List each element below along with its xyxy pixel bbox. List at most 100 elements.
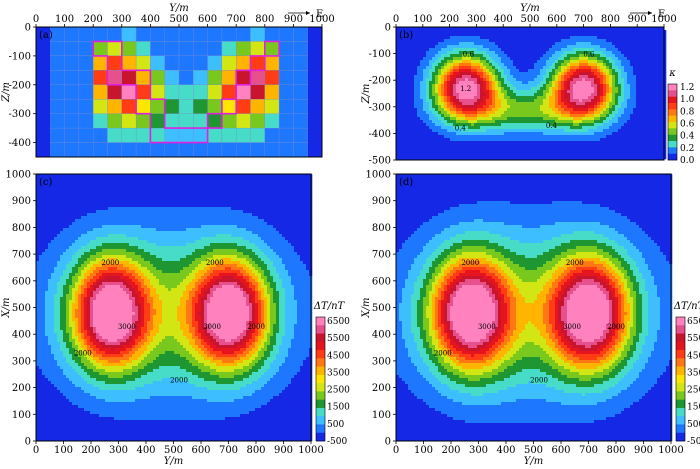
field-cell: [636, 99, 640, 103]
field-cell: [540, 93, 544, 97]
field-cell: [513, 63, 517, 67]
field-cell: [429, 63, 433, 67]
field-cell: [540, 75, 544, 79]
field-cell: [588, 105, 592, 109]
field-cell: [624, 138, 628, 142]
field-cell: [492, 144, 496, 148]
field-cell: [477, 66, 481, 70]
field-cell: [156, 186, 160, 190]
field-cell: [306, 192, 310, 196]
field-cell: [636, 105, 640, 109]
field-cell: [531, 42, 535, 46]
field-cell: [435, 114, 439, 118]
field-cell: [612, 30, 616, 34]
field-cell: [162, 186, 166, 190]
field-cell: [657, 138, 661, 142]
field-cell: [507, 81, 511, 85]
field-cell: [522, 135, 526, 139]
field-cell: [273, 189, 277, 193]
heatmap-cell: [293, 84, 308, 100]
field-cell: [636, 54, 640, 58]
field-cell: [630, 63, 634, 67]
field-cell: [588, 60, 592, 64]
field-cell: [429, 51, 433, 55]
field-cell: [549, 90, 553, 94]
field-cell: [102, 192, 106, 196]
field-cell: [495, 129, 499, 133]
field-cell: [51, 192, 55, 196]
field-cell: [534, 66, 538, 70]
field-cell: [180, 192, 184, 196]
field-cell: [606, 63, 610, 67]
field-cell: [558, 69, 562, 73]
field-cell: [174, 180, 178, 184]
heatmap-cell: [207, 26, 223, 42]
field-cell: [606, 39, 610, 43]
field-cell: [588, 117, 592, 121]
field-cell: [603, 78, 607, 82]
field-cell: [603, 54, 607, 58]
field-cell: [663, 156, 667, 160]
field-cell: [477, 111, 481, 115]
field-cell: [414, 147, 418, 151]
field-cell: [420, 48, 424, 52]
field-cell: [543, 39, 547, 43]
field-cell: [207, 198, 211, 202]
field-cell: [126, 189, 130, 193]
heatmap-cell: [107, 127, 122, 143]
field-cell: [648, 39, 652, 43]
field-cell: [594, 96, 598, 100]
field-cell: [630, 129, 634, 133]
field-cell: [522, 54, 526, 58]
field-cell: [579, 72, 583, 76]
field-cell: [255, 183, 259, 187]
field-cell: [477, 156, 481, 160]
field-cell: [285, 177, 289, 181]
field-cell: [615, 117, 619, 121]
field-cell: [486, 87, 490, 91]
field-cell: [468, 36, 472, 40]
field-cell: [486, 99, 490, 103]
field-cell: [219, 198, 223, 202]
field-cell: [444, 114, 448, 118]
field-cell: [588, 120, 592, 124]
field-cell: [525, 108, 529, 112]
field-cell: [453, 45, 457, 49]
field-cell: [489, 111, 493, 115]
field-cell: [258, 177, 262, 181]
x-tick-label: 700: [227, 14, 246, 25]
field-cell: [543, 147, 547, 151]
field-cell: [525, 51, 529, 55]
field-cell: [399, 69, 403, 73]
field-cell: [396, 45, 400, 49]
field-cell: [153, 177, 157, 181]
field-cell: [663, 93, 667, 97]
field-cell: [483, 141, 487, 145]
field-cell: [663, 96, 667, 100]
field-cell: [168, 186, 172, 190]
field-cell: [657, 153, 661, 157]
field-cell: [633, 102, 637, 106]
x-tick-label: 500: [169, 14, 188, 25]
field-cell: [618, 48, 622, 52]
field-cell: [534, 129, 538, 133]
field-cell: [555, 117, 559, 121]
field-cell: [396, 39, 400, 43]
field-cell: [597, 150, 601, 154]
field-cell: [585, 60, 589, 64]
field-cell: [546, 144, 550, 148]
field-cell: [537, 105, 541, 109]
field-cell: [492, 48, 496, 52]
field-cell: [654, 111, 658, 115]
field-cell: [171, 195, 175, 199]
field-cell: [396, 102, 400, 106]
field-cell: [582, 84, 586, 88]
field-cell: [621, 63, 625, 67]
field-cell: [576, 60, 580, 64]
field-cell: [174, 195, 178, 199]
field-cell: [579, 117, 583, 121]
field-cell: [657, 111, 661, 115]
field-cell: [648, 87, 652, 91]
field-cell: [405, 84, 409, 88]
field-cell: [534, 84, 538, 88]
